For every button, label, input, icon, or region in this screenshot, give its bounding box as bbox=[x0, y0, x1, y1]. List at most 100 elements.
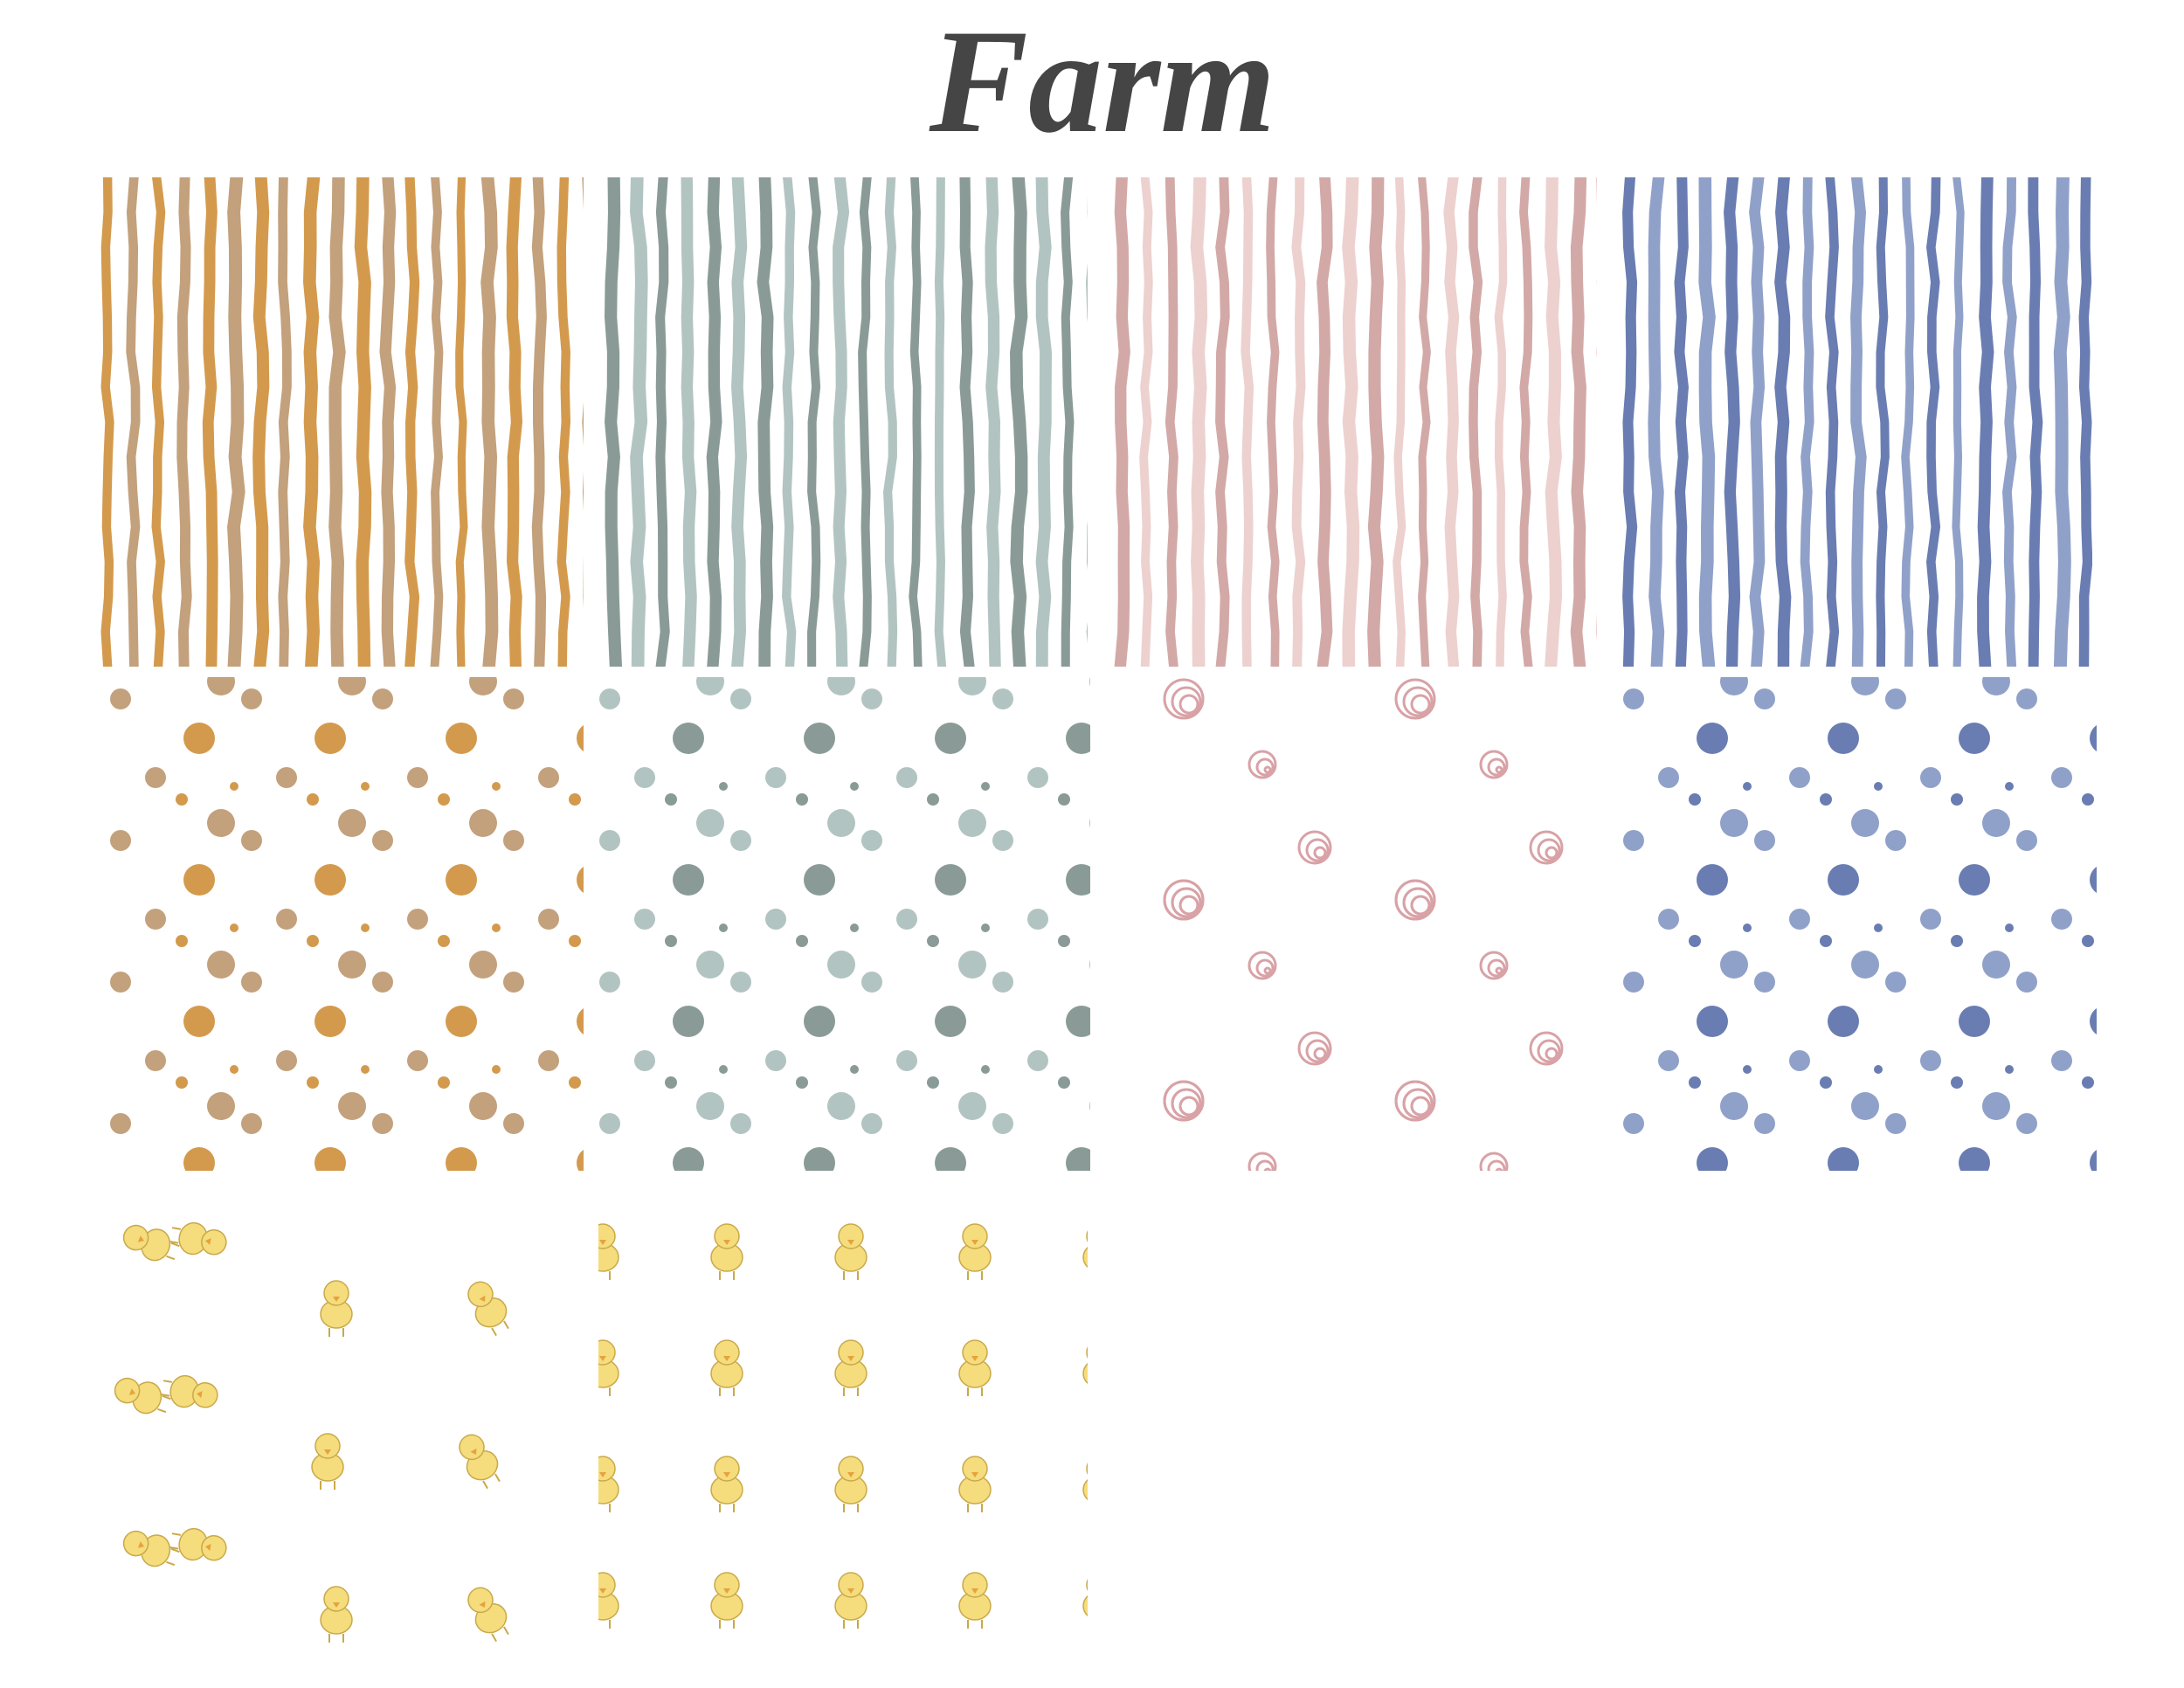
spiral bbox=[1402, 887, 1434, 918]
spiral bbox=[1255, 758, 1275, 777]
stripe bbox=[531, 177, 547, 667]
dot bbox=[935, 723, 966, 754]
spiral bbox=[1180, 1298, 1198, 1316]
dot bbox=[361, 924, 370, 932]
spiral bbox=[1171, 887, 1202, 918]
dot bbox=[2136, 1065, 2145, 1074]
chick-feet bbox=[1092, 1271, 1106, 1280]
dot bbox=[1874, 782, 1883, 791]
stripe bbox=[655, 177, 670, 667]
chick-beak bbox=[1095, 1240, 1102, 1245]
chick bbox=[467, 1587, 509, 1643]
dot bbox=[796, 1218, 808, 1230]
stripe bbox=[430, 177, 444, 667]
chick-head bbox=[714, 1456, 740, 1482]
dot bbox=[1743, 1207, 1752, 1215]
title: Farm bbox=[929, 0, 1276, 163]
dot bbox=[861, 1113, 882, 1134]
dot bbox=[1720, 677, 1748, 695]
stripe bbox=[959, 177, 975, 667]
dot bbox=[1720, 809, 1748, 837]
dot bbox=[407, 1192, 428, 1213]
spiral bbox=[1531, 1234, 1562, 1265]
chick-beak bbox=[333, 1602, 340, 1608]
chick bbox=[320, 1586, 353, 1643]
stripe bbox=[126, 177, 141, 667]
dot bbox=[719, 924, 728, 932]
dot bbox=[1058, 1076, 1070, 1089]
dot bbox=[469, 1092, 497, 1120]
dot bbox=[730, 688, 751, 709]
spiral bbox=[1313, 846, 1327, 860]
dot bbox=[827, 677, 855, 695]
chick-beak bbox=[1095, 1588, 1102, 1594]
chick-head bbox=[962, 1339, 988, 1366]
dot bbox=[958, 677, 986, 695]
dot bbox=[230, 924, 238, 932]
dot bbox=[538, 767, 559, 788]
dot-tile bbox=[599, 677, 1121, 1230]
stripe bbox=[681, 177, 697, 667]
chick-head bbox=[838, 1339, 864, 1366]
spiral bbox=[1479, 1152, 1509, 1171]
chick bbox=[958, 1572, 992, 1629]
stripe bbox=[883, 177, 898, 667]
dot bbox=[110, 1113, 131, 1134]
dot bbox=[276, 909, 297, 930]
dot bbox=[1828, 1147, 1859, 1171]
dot bbox=[1982, 809, 2010, 837]
dot bbox=[577, 1008, 584, 1034]
spiral bbox=[1263, 1167, 1272, 1171]
dot bbox=[1689, 1218, 1701, 1230]
dot bbox=[623, 1207, 632, 1215]
chick-feet bbox=[491, 1626, 509, 1643]
dot bbox=[2051, 1050, 2072, 1071]
dot bbox=[307, 1218, 319, 1230]
dot bbox=[981, 1065, 990, 1074]
dot bbox=[145, 1050, 166, 1071]
dot bbox=[696, 1092, 724, 1120]
stripe bbox=[1724, 177, 1741, 667]
stripe bbox=[909, 177, 923, 667]
spiral bbox=[1412, 1298, 1429, 1316]
dot bbox=[1874, 1065, 1883, 1074]
chick bbox=[467, 1281, 509, 1337]
dot bbox=[896, 767, 917, 788]
dot bbox=[1828, 723, 1859, 754]
stripe bbox=[1469, 177, 1483, 667]
stripe bbox=[1749, 177, 1766, 667]
dot bbox=[183, 864, 215, 896]
spiral bbox=[1545, 846, 1559, 860]
dot bbox=[665, 793, 677, 806]
dot bbox=[207, 951, 235, 979]
dot bbox=[804, 1006, 835, 1037]
chick-beak bbox=[479, 1295, 486, 1302]
dot bbox=[1089, 959, 1090, 970]
chick-beak bbox=[723, 1472, 730, 1477]
chick-feet bbox=[719, 1504, 735, 1512]
dot-tile bbox=[110, 677, 632, 1230]
dot bbox=[438, 1218, 450, 1230]
chick-beak bbox=[847, 1356, 854, 1361]
dot bbox=[577, 725, 584, 751]
dot bbox=[827, 809, 855, 837]
dot bbox=[230, 1207, 238, 1215]
dot bbox=[935, 1147, 966, 1171]
dot bbox=[1851, 951, 1879, 979]
stripe-tile bbox=[1622, 177, 2092, 667]
dot bbox=[538, 909, 559, 930]
dot bbox=[538, 1050, 559, 1071]
dot bbox=[1743, 924, 1752, 932]
chick bbox=[834, 1572, 867, 1629]
dot bbox=[2113, 1092, 2141, 1120]
dot bbox=[634, 909, 655, 930]
dot bbox=[623, 782, 632, 791]
dot bbox=[492, 924, 501, 932]
dot bbox=[2090, 1008, 2097, 1034]
dot bbox=[1112, 1207, 1121, 1215]
chick-beak bbox=[205, 1544, 211, 1551]
dot bbox=[338, 951, 366, 979]
dot bbox=[1754, 972, 1775, 993]
chick-beak bbox=[723, 1356, 730, 1361]
chick bbox=[320, 1280, 353, 1337]
